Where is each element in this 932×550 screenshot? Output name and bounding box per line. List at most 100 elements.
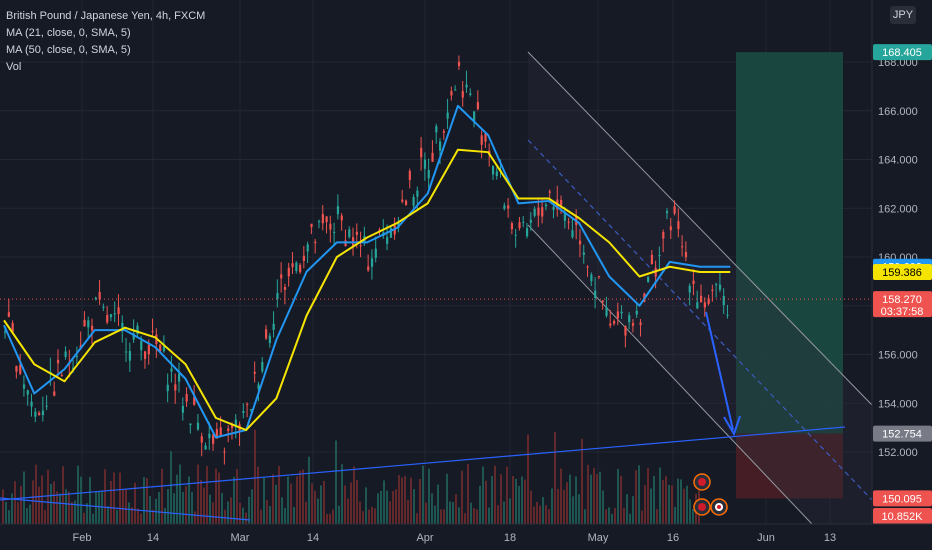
- trend-lines[interactable]: [0, 426, 846, 521]
- candle-body: [333, 232, 336, 234]
- chart-legend: British Pound / Japanese Yen, 4h, FXCM M…: [6, 8, 205, 76]
- candle-body: [7, 312, 10, 317]
- candle-body: [75, 356, 79, 358]
- price-tag[interactable]: [873, 263, 932, 280]
- candle-body: [582, 252, 585, 255]
- volume-bar: [662, 480, 664, 524]
- volume-bar: [260, 509, 262, 524]
- volume-bar: [428, 468, 430, 524]
- volume-bar: [134, 482, 136, 524]
- price-tag[interactable]: [873, 44, 932, 61]
- candle-body: [295, 262, 298, 271]
- price-tag[interactable]: [873, 291, 932, 318]
- volume-bar: [581, 438, 583, 524]
- volume-bar: [473, 508, 475, 524]
- volume-bar: [188, 476, 190, 524]
- candle-body: [287, 267, 290, 277]
- candle-body: [336, 206, 340, 215]
- price-tag[interactable]: [873, 425, 932, 442]
- support-trendline[interactable]: [0, 426, 846, 501]
- volume-bar: [530, 490, 532, 524]
- candle-body: [272, 323, 275, 330]
- candle-body: [299, 264, 302, 273]
- candle-body: [700, 295, 703, 303]
- volume-bar: [410, 477, 412, 524]
- currency-button[interactable]: JPY: [890, 6, 916, 24]
- arrow-head[interactable]: [723, 415, 741, 437]
- moving-averages: [0, 104, 872, 439]
- countdown-label: 03:37:58: [881, 306, 924, 318]
- volume-bar: [515, 478, 517, 524]
- volume-bar: [518, 485, 520, 524]
- volume-bar: [305, 501, 307, 524]
- volume-bar: [194, 511, 196, 524]
- volume-bar: [464, 513, 466, 524]
- price-tag[interactable]: [873, 490, 932, 507]
- volume-bar: [590, 474, 592, 524]
- volume-bar: [548, 509, 550, 524]
- lower-trendline[interactable]: [0, 497, 251, 521]
- projection-arrow[interactable]: [705, 311, 741, 437]
- symbol-title[interactable]: British Pound / Japanese Yen, 4h, FXCM: [6, 10, 206, 22]
- volume-bar: [335, 440, 337, 524]
- volume-bar: [302, 469, 304, 524]
- volume-bar: [509, 498, 511, 524]
- candle-body: [11, 322, 14, 333]
- volume-bar: [185, 486, 187, 524]
- candle-body: [249, 409, 253, 411]
- candle-body: [571, 230, 574, 238]
- x-tick-label: 13: [824, 532, 836, 544]
- x-tick-label: Mar: [231, 532, 250, 544]
- ma50-legend[interactable]: MA (50, close, 0, SMA, 5): [6, 44, 131, 56]
- volume-bar: [323, 480, 325, 524]
- descending-channel[interactable]: [527, 51, 873, 525]
- volume-bar: [317, 498, 319, 524]
- candle-body: [412, 197, 415, 206]
- candle-body: [718, 284, 722, 290]
- volume-bar: [572, 496, 574, 524]
- volume-bar: [38, 486, 40, 524]
- price-tag-label: 158.270: [882, 294, 922, 306]
- candle-body: [87, 320, 90, 328]
- target-zone[interactable]: [736, 52, 843, 434]
- volume-tag[interactable]: [873, 508, 932, 524]
- candle-body: [64, 351, 67, 357]
- candle-body: [401, 199, 404, 202]
- candle-body: [151, 331, 154, 333]
- volume-bar: [413, 489, 415, 524]
- volume-bar: [470, 502, 472, 524]
- channel-midline[interactable]: [527, 139, 873, 501]
- channel-upper-line[interactable]: [527, 51, 873, 406]
- candle-body: [265, 329, 268, 339]
- volume-bar: [2, 489, 4, 524]
- volume-bar: [8, 510, 10, 524]
- volume-bar: [107, 506, 109, 524]
- stop-zone[interactable]: [736, 433, 843, 499]
- candle-body: [435, 126, 438, 133]
- channel-lower-line[interactable]: [527, 224, 813, 525]
- candle-body: [22, 384, 26, 389]
- volume-legend[interactable]: Vol: [6, 61, 22, 73]
- x-tick-label: Apr: [416, 532, 433, 544]
- volume-bar: [425, 502, 427, 524]
- volume-bar: [143, 477, 145, 524]
- volume-bar: [233, 476, 235, 524]
- arrow-shaft[interactable]: [705, 311, 734, 431]
- candle-body: [726, 314, 729, 316]
- candle-body: [60, 375, 63, 377]
- time-axis[interactable]: Feb 14 Mar 14 Apr 18 May 16 Jun 13: [0, 523, 932, 544]
- volume-bar: [407, 499, 409, 524]
- candle-body: [329, 223, 332, 230]
- candle-body: [4, 331, 7, 333]
- event-icons[interactable]: [693, 473, 728, 516]
- candle-body: [681, 246, 684, 248]
- candle-body: [276, 293, 279, 299]
- volume-bar: [686, 485, 688, 524]
- candle-body: [590, 274, 593, 282]
- volume-bar: [638, 465, 640, 524]
- price-axis[interactable]: 168.000166.000164.000162.000160.000158.0…: [871, 0, 932, 524]
- volume-bar: [257, 466, 259, 524]
- ma21-legend[interactable]: MA (21, close, 0, SMA, 5): [6, 27, 131, 39]
- candle-body: [480, 135, 483, 145]
